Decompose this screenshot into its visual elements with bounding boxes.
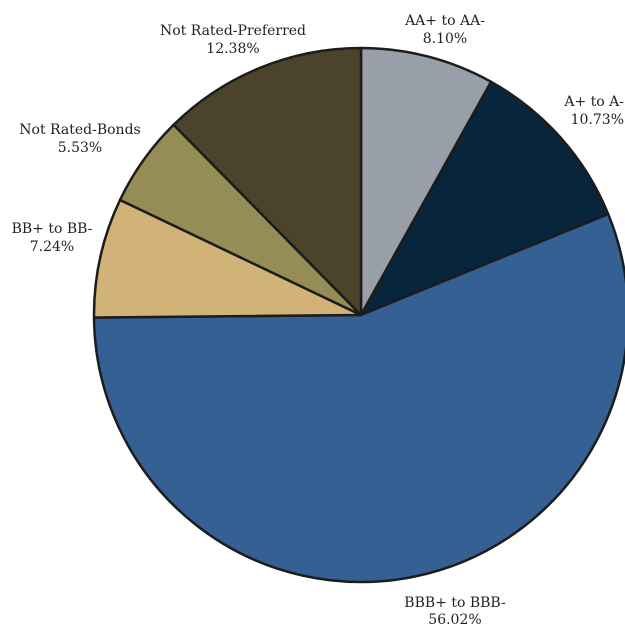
value-bb: 7.24% [30,239,74,255]
slice-bbb [92,212,625,584]
value-nr-preferred: 12.38% [206,41,259,57]
label-nr-bonds: Not Rated-Bonds [19,122,140,138]
slice-bb [92,198,363,319]
label-a: A+ to A- [563,94,624,110]
slice-labels: AA+ to AA- 8.10% A+ to A- 10.73% BBB+ to… [12,13,625,625]
label-bbb: BBB+ to BBB- [404,595,506,611]
label-nr-preferred: Not Rated-Preferred [160,23,306,39]
label-bb: BB+ to BB- [12,221,93,237]
label-aa: AA+ to AA- [404,13,485,29]
value-a: 10.73% [571,112,624,128]
slice-aa [359,46,493,317]
value-aa: 8.10% [423,31,467,47]
value-nr-bonds: 5.53% [58,140,102,156]
pie-slices [92,46,625,584]
slice-not-rated-preferred [172,46,363,317]
slice-a [359,80,610,317]
value-bbb: 56.02% [428,612,481,625]
